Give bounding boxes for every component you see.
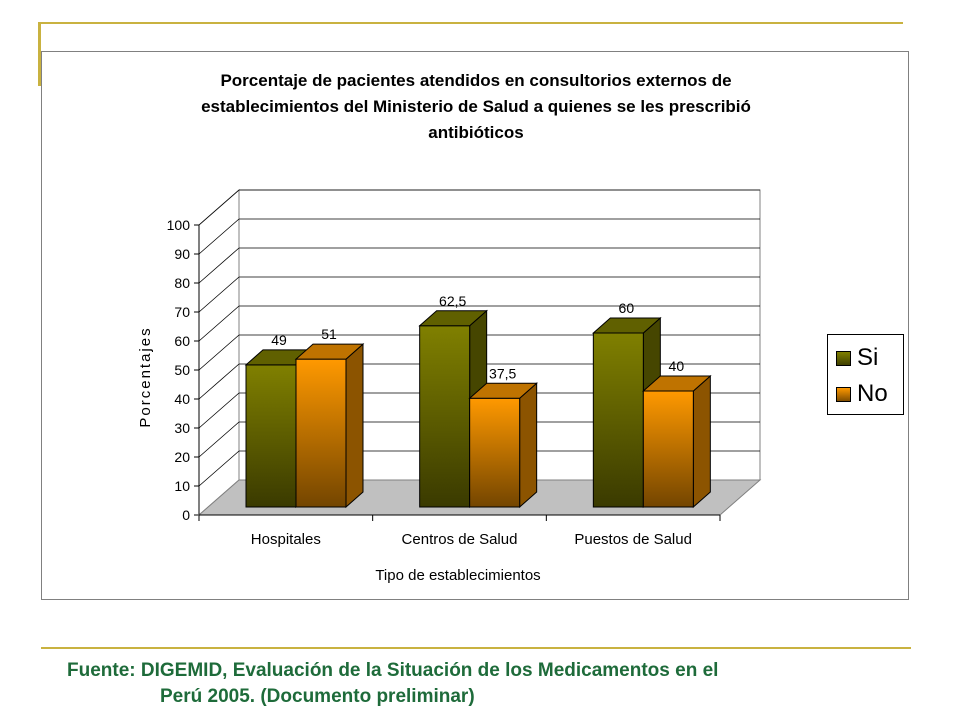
grid-line-side bbox=[198, 450, 240, 487]
left-accent bbox=[38, 22, 41, 86]
chart-title-line-2: establecimientos del Ministerio de Salud… bbox=[201, 97, 751, 116]
chart-title-line-1: Porcentaje de pacientes atendidos en con… bbox=[220, 71, 732, 90]
x-tick-label: Centros de Salud bbox=[402, 531, 518, 548]
bar bbox=[592, 332, 644, 508]
data-label: 40 bbox=[669, 358, 685, 374]
top-rule bbox=[41, 22, 903, 24]
grid-line-side bbox=[198, 247, 240, 284]
bottom-rule bbox=[41, 647, 911, 649]
legend-swatch-no bbox=[836, 386, 851, 402]
y-tick-label: 0 bbox=[182, 507, 190, 523]
grid-line-side bbox=[198, 218, 240, 255]
source-line-2: Perú 2005. (Documento preliminar) bbox=[160, 686, 475, 707]
grid-line-side bbox=[198, 421, 240, 458]
y-tick-label: 10 bbox=[174, 478, 190, 494]
x-tick-label: Hospitales bbox=[251, 531, 321, 548]
grid-line-side bbox=[198, 189, 240, 226]
data-label: 62,5 bbox=[439, 293, 466, 309]
x-tick-label: Puestos de Salud bbox=[574, 531, 692, 548]
bar-side bbox=[345, 342, 364, 509]
y-tick-label: 90 bbox=[174, 246, 190, 262]
legend-swatch-si bbox=[836, 350, 851, 366]
data-label: 51 bbox=[321, 326, 337, 342]
bar-side bbox=[692, 374, 711, 509]
y-tick-label: 70 bbox=[174, 304, 190, 320]
y-tick-label: 60 bbox=[174, 333, 190, 349]
data-label: 37,5 bbox=[489, 365, 516, 381]
source-line-1: Fuente: DIGEMID, Evaluación de la Situac… bbox=[67, 660, 719, 681]
legend-item-si: Si bbox=[836, 343, 878, 373]
y-tick-label: 50 bbox=[174, 362, 190, 378]
bar-top bbox=[294, 343, 365, 360]
legend-item-no: No bbox=[836, 379, 888, 409]
grid-line-side bbox=[198, 392, 240, 429]
y-tick-label: 30 bbox=[174, 420, 190, 436]
y-tick-label: 80 bbox=[174, 275, 190, 291]
y-tick-label: 40 bbox=[174, 391, 190, 407]
y-tick-label: 20 bbox=[174, 449, 190, 465]
bar-top bbox=[468, 382, 538, 399]
bar bbox=[642, 390, 694, 508]
bar bbox=[469, 397, 521, 508]
data-label: 60 bbox=[619, 300, 635, 316]
legend: Si No bbox=[827, 334, 904, 415]
grid-line-side bbox=[198, 363, 240, 400]
legend-label-no: No bbox=[857, 380, 888, 407]
bar bbox=[295, 358, 347, 508]
bar-top bbox=[592, 317, 662, 334]
chart-title: Porcentaje de pacientes atendidos en con… bbox=[42, 68, 910, 146]
bar-top bbox=[642, 375, 712, 392]
grid-line-side bbox=[198, 334, 240, 371]
y-tick-label: 100 bbox=[167, 217, 191, 233]
bar-top bbox=[418, 310, 488, 327]
y-axis-title: Porcentajes bbox=[137, 326, 154, 427]
chart-plot: 0 10 20 30 40 50 60 70 80 90 100 Hospitales Centros … bbox=[137, 188, 762, 584]
chart-frame: Porcentaje de pacientes atendidos en con… bbox=[41, 51, 909, 600]
bar bbox=[419, 325, 471, 508]
grid-line-side bbox=[198, 276, 240, 313]
bar bbox=[245, 364, 297, 508]
legend-label-si: Si bbox=[857, 344, 879, 371]
x-axis-title: Tipo de establecimientos bbox=[375, 567, 540, 584]
bar-side bbox=[519, 382, 538, 509]
grid-line-side bbox=[198, 305, 240, 342]
chart-title-line-3: antibióticos bbox=[428, 123, 524, 142]
data-label: 49 bbox=[271, 332, 287, 348]
